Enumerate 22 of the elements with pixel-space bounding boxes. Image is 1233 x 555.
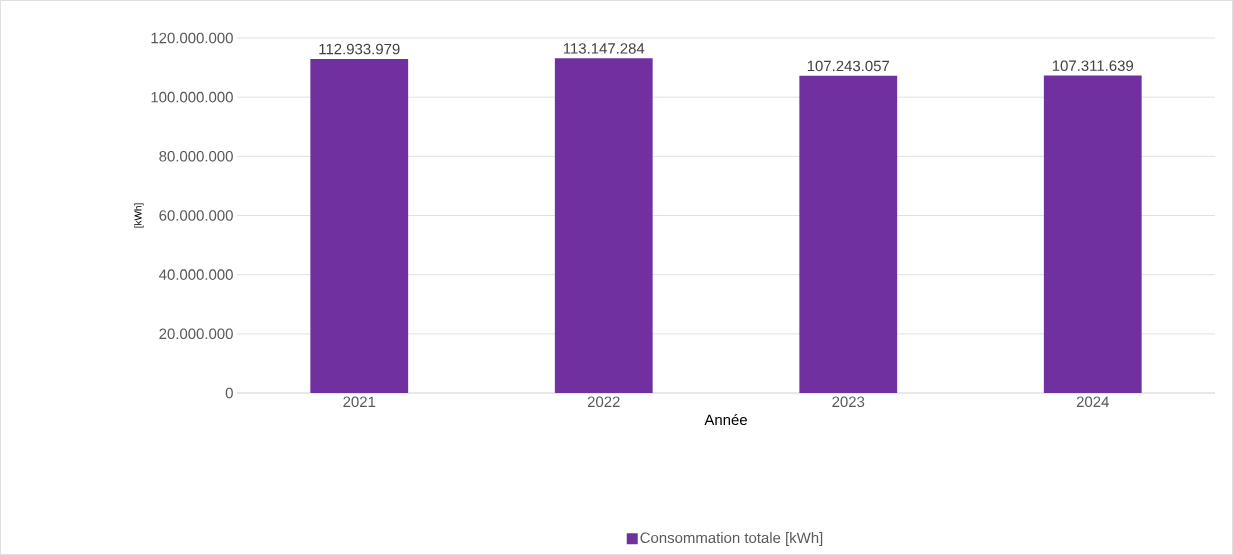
- data-label: 113.147.284: [563, 43, 645, 54]
- legend-label: Consommation totale [kWh]: [640, 532, 823, 547]
- y-tick-label: 40.000.000: [159, 269, 233, 280]
- y-tick-label: 80.000.000: [159, 151, 233, 162]
- y-tick-label: 100.000.000: [151, 91, 233, 103]
- bar: [1043, 75, 1142, 393]
- x-tick-label: 2022: [587, 396, 620, 408]
- x-axis-title: Année: [704, 413, 747, 426]
- y-tick-label: 20.000.000: [159, 328, 233, 340]
- x-tick-label: 2023: [832, 396, 865, 408]
- bar: [310, 58, 409, 393]
- y-tick-label: 120.000.000: [151, 32, 233, 44]
- data-label: 107.311.639: [1052, 60, 1134, 72]
- data-label: 107.243.057: [807, 60, 890, 72]
- x-tick-label: 2021: [343, 396, 376, 408]
- data-label: 112.933.979: [319, 43, 400, 55]
- y-axis-title: [kWh]: [134, 203, 144, 228]
- y-tick-label: 60.000.000: [159, 210, 233, 221]
- bar: [554, 58, 653, 393]
- y-tick-label: 0: [225, 387, 233, 399]
- x-tick-label: 2024: [1076, 396, 1109, 408]
- bar: [799, 75, 898, 393]
